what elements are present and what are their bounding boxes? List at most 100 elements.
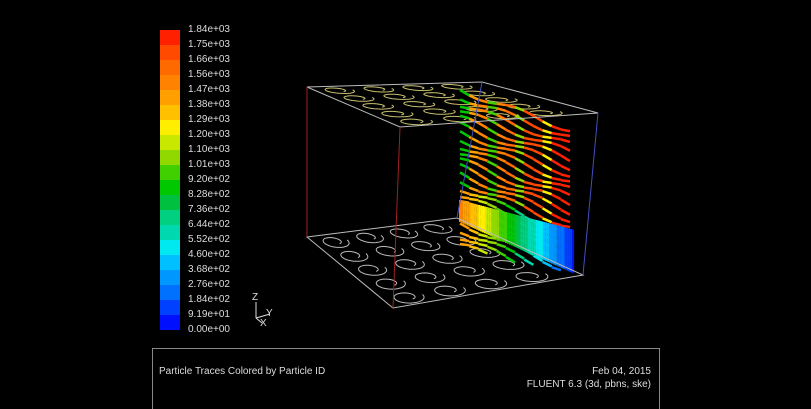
particle-trace-segment (551, 124, 562, 131)
particle-trace-segment (496, 175, 507, 183)
particle-trace-segment (551, 149, 562, 157)
particle-trace-segment (496, 242, 507, 249)
particle-trace-segment (551, 176, 562, 182)
top-geometry (324, 84, 563, 126)
particle-trace-segment (532, 211, 544, 219)
particle-trace-segment (532, 177, 543, 183)
particle-trace-segment (551, 186, 562, 192)
particle-trace-segment (560, 189, 571, 197)
particle-trace-segment (542, 180, 552, 185)
particle-trace-segment (459, 242, 470, 247)
particle-trace-segment (541, 207, 553, 215)
particle-trace-segment (542, 217, 553, 224)
particle-trace-segment (523, 136, 534, 142)
spiral-inlet (357, 264, 388, 276)
particle-trace-segment (560, 178, 571, 183)
colorbar-label: 6.44e+02 (188, 219, 230, 230)
spiral-inlet (383, 93, 415, 100)
spiral-inlet (363, 86, 395, 93)
particle-trace-segment (514, 133, 525, 140)
particle-trace-segment (514, 144, 525, 149)
particle-trace-segment (514, 252, 525, 260)
particle-trace-segment (486, 117, 498, 125)
particle-trace-segment (505, 196, 516, 202)
colorbar (160, 30, 180, 330)
particle-trace-segment (505, 246, 516, 254)
particle-trace-segment (505, 137, 516, 143)
particle-trace-segment (551, 202, 562, 211)
particle-trace-segment (532, 193, 543, 200)
particle-trace-segment (468, 102, 479, 107)
particle-trace-segment (532, 114, 544, 123)
spiral-inlet (400, 118, 434, 126)
particle-trace-segment (487, 136, 498, 144)
particle-trace-segment (468, 150, 479, 155)
spiral-inlet (375, 246, 405, 257)
colorbar-label: 1.29e+03 (188, 114, 230, 125)
particle-trace-segment (496, 150, 507, 156)
particle-trace-segment (477, 131, 489, 139)
particle-trace-segment (477, 113, 488, 120)
particle-trace-segment (477, 156, 488, 163)
particle-trace-segment (496, 250, 507, 258)
particle-trace-segment (551, 182, 561, 186)
spiral-inlet (515, 272, 549, 282)
particle-trace-segment (496, 113, 507, 121)
spiral-inlet (414, 272, 446, 284)
particle-trace-segment (496, 146, 506, 150)
particle-trace-segment (468, 94, 479, 101)
particle-trace-segment (496, 140, 507, 146)
spiral-inlet (389, 228, 419, 239)
colorbar-label: 1.84e+03 (188, 24, 230, 35)
colorbar-band (160, 60, 180, 75)
domain-box (305, 81, 599, 309)
particle-trace-segment (560, 164, 571, 172)
particle-trace-segment (496, 199, 507, 206)
particle-trace-segment (514, 166, 525, 175)
spiral-inlet (486, 113, 520, 120)
particle-trace-segment (523, 190, 534, 196)
particle-trace-segment (542, 189, 553, 196)
particle-trace-segment (459, 110, 470, 114)
particle-trace-segment (478, 233, 488, 238)
particle-trace-segment (514, 184, 525, 189)
particle-trace-segment (487, 144, 497, 149)
particle-trace-segment (505, 153, 516, 159)
particle-trace-segment (487, 240, 497, 245)
particle-trace-segment (496, 183, 507, 190)
colorbar-band (160, 255, 180, 270)
particle-trace-segment (468, 186, 479, 193)
particle-trace-segment (468, 125, 479, 134)
particle-trace-segment (551, 221, 562, 227)
particle-trace-segment (551, 213, 562, 220)
axis-z-label: Z (252, 292, 259, 303)
colorbar-band (160, 165, 180, 180)
particle-trace-segment (505, 161, 516, 169)
colorbar-band (160, 45, 180, 60)
particle-trace-segment (560, 224, 571, 229)
axis-y-label: Y (266, 308, 273, 319)
colorbar-band (160, 180, 180, 195)
spiral-inlet (381, 110, 414, 118)
particle-trace-segment (459, 238, 470, 243)
particle-trace-segment (560, 145, 571, 152)
particle-trace-segment (514, 176, 525, 183)
particle-trace-segment (505, 203, 516, 211)
spiral-inlet (324, 87, 356, 95)
particle-trace-segment (478, 242, 488, 248)
particle-trace-segment (505, 171, 516, 179)
spiral-inlet (485, 97, 518, 103)
particle-trace-segment (542, 145, 553, 152)
particle-trace-segment (486, 160, 498, 167)
particle-trace-segment (496, 165, 507, 173)
particle-trace-segment (560, 128, 571, 133)
colorbar-band (160, 150, 180, 165)
particle-trace-segment (551, 265, 562, 272)
particle-trace-segment (560, 208, 571, 216)
colorbar-band (160, 75, 180, 90)
particle-trace-segment (560, 138, 571, 144)
particle-trace-segment (541, 260, 553, 268)
particle-trace-segment (468, 228, 479, 235)
solver-version-label: FLUENT 6.3 (3d, pbns, ske) (526, 379, 651, 390)
